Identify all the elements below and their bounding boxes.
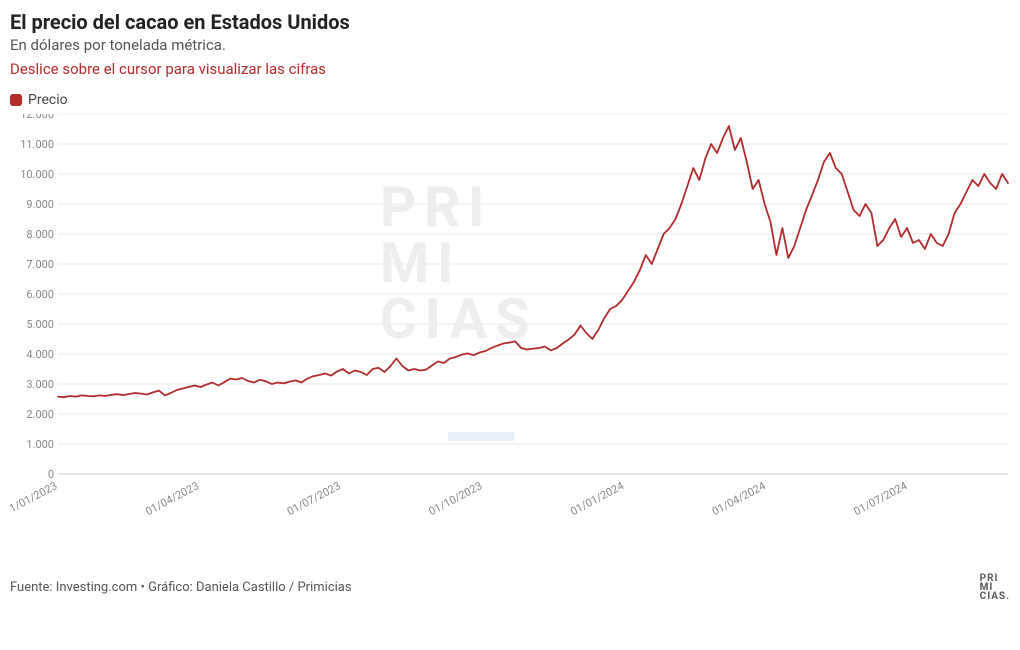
footer-text: Fuente: Investing.com • Gráfico: Daniela…	[10, 580, 352, 595]
legend: Precio	[10, 92, 1010, 108]
svg-text:11.000: 11.000	[20, 138, 54, 151]
svg-text:8.000: 8.000	[26, 228, 54, 241]
svg-text:1.000: 1.000	[26, 438, 54, 451]
svg-text:6.000: 6.000	[26, 288, 54, 301]
svg-text:10.000: 10.000	[20, 168, 54, 181]
svg-text:4.000: 4.000	[26, 348, 54, 361]
svg-text:2.000: 2.000	[26, 408, 54, 421]
chart-subtitle: En dólares por tonelada métrica.	[10, 36, 1010, 54]
brand-logo: PRI MI CIAS.	[980, 574, 1010, 601]
chart-title: El precio del cacao en Estados Unidos	[10, 10, 1010, 34]
chart-hint: Deslice sobre el cursor para visualizar …	[10, 60, 1010, 78]
svg-text:01/07/2024: 01/07/2024	[852, 479, 910, 518]
legend-label: Precio	[28, 92, 68, 108]
svg-text:01/04/2024: 01/04/2024	[710, 479, 768, 518]
watermark-bar	[448, 432, 514, 441]
svg-text:7.000: 7.000	[26, 258, 54, 271]
svg-text:9.000: 9.000	[26, 198, 54, 211]
svg-text:01/07/2023: 01/07/2023	[285, 479, 343, 518]
legend-swatch	[10, 94, 22, 106]
svg-text:12.000: 12.000	[20, 114, 54, 121]
svg-text:01/01/2023: 01/01/2023	[10, 479, 59, 518]
svg-text:5.000: 5.000	[26, 318, 54, 331]
svg-text:3.000: 3.000	[26, 378, 54, 391]
svg-text:01/01/2024: 01/01/2024	[568, 479, 626, 518]
chart-svg: 01.0002.0003.0004.0005.0006.0007.0008.00…	[10, 114, 1010, 544]
svg-text:01/04/2023: 01/04/2023	[143, 479, 201, 518]
svg-text:01/10/2023: 01/10/2023	[427, 479, 485, 518]
chart-area[interactable]: PRI MI CIAS 01.0002.0003.0004.0005.0006.…	[10, 114, 1010, 544]
